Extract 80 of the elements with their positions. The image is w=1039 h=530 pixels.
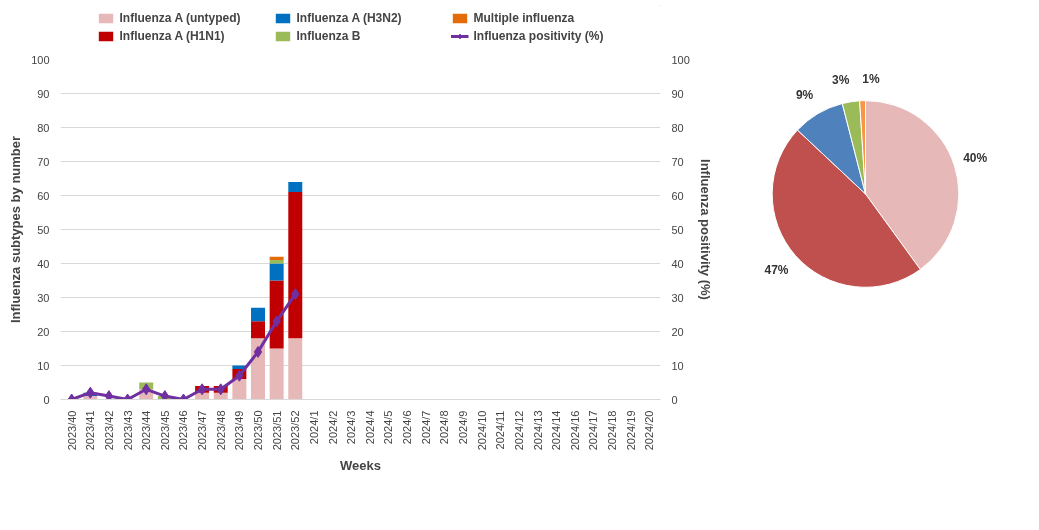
legend-label: Influenza A (H3N2) — [296, 11, 403, 25]
x-tick-label: 2023/42 — [102, 410, 115, 451]
y-axis-title: Influenza subtypes by number — [8, 135, 24, 324]
data-label: 40% — [963, 151, 988, 166]
bar — [288, 338, 303, 400]
y-tick-label: 40 — [37, 257, 50, 270]
x-tick-label: 2023/40 — [65, 410, 78, 451]
bar — [251, 321, 265, 339]
x-tick-label: 2023/49 — [233, 410, 246, 451]
legend-label: Multiple influenza — [473, 11, 576, 25]
x-tick-label: 2024/9 — [456, 410, 469, 445]
bar — [269, 260, 284, 264]
bar — [288, 192, 303, 339]
y2-tick-label: 70 — [671, 155, 684, 168]
y2-tick-label: 20 — [671, 325, 684, 338]
x-tick-label: 2024/19 — [624, 410, 637, 451]
x-tick-label: 2023/41 — [84, 410, 97, 451]
x-tick-label: 2024/17 — [587, 410, 600, 451]
legend-label: Influenza A (untyped) — [119, 11, 242, 25]
y-tick-label: 10 — [37, 359, 50, 372]
x-tick-label: 2024/11 — [494, 410, 507, 450]
x-tick-label: 2024/16 — [568, 410, 581, 451]
x-tick-label: 2023/46 — [177, 410, 190, 451]
x-tick-label: 2023/50 — [252, 410, 265, 451]
legend-label: Influenza positivity (%) — [473, 29, 605, 43]
x-tick-label: 2023/52 — [289, 410, 302, 451]
x-tick-label: 2024/18 — [606, 410, 619, 451]
bar — [269, 263, 284, 281]
y2-tick-label: 0 — [671, 393, 678, 406]
point — [104, 390, 114, 400]
x-tick-label: 2023/48 — [214, 410, 227, 451]
x-tick-label: 2023/45 — [158, 410, 171, 451]
x-tick-label: 2024/12 — [512, 410, 525, 451]
y-tick-label: 80 — [37, 121, 50, 134]
legend-label: Influenza A (H1N1) — [119, 29, 226, 43]
x-tick-label: 2023/51 — [270, 410, 283, 451]
y2-tick-label: 40 — [671, 257, 684, 270]
x-tick-label: 2024/6 — [401, 410, 414, 445]
y2-tick-label: 30 — [671, 291, 684, 304]
x-tick-label: 2024/1 — [307, 410, 320, 445]
legend-label: Influenza B — [296, 29, 362, 43]
x-tick-label: 2024/10 — [475, 410, 488, 451]
bar — [251, 307, 265, 322]
y-tick-label: 100 — [31, 53, 50, 66]
y-tick-label: 70 — [37, 155, 50, 168]
x-tick-label: 2024/2 — [326, 410, 339, 445]
data-label: 47% — [764, 262, 789, 277]
x-axis-title: Weeks — [340, 458, 381, 474]
y2-tick-label: 60 — [671, 189, 684, 202]
y-tick-label: 30 — [37, 291, 50, 304]
x-tick-label: 2024/14 — [550, 410, 563, 451]
x-tick-label: 2023/47 — [196, 410, 209, 451]
y2-tick-label: 10 — [671, 359, 684, 372]
bar — [232, 379, 247, 400]
x-tick-label: 2024/5 — [382, 410, 395, 445]
x-tick-label: 2024/4 — [363, 410, 376, 445]
y2-tick-label: 100 — [671, 53, 690, 66]
x-tick-label: 2024/8 — [438, 410, 451, 445]
x-tick-label: 2024/20 — [643, 410, 656, 451]
y-tick-label: 90 — [37, 87, 50, 100]
y-tick-label: 20 — [37, 325, 50, 338]
y2-axis-title: Influenza positivity (%) — [697, 159, 713, 300]
point — [160, 390, 170, 400]
data-label: 3% — [832, 73, 850, 88]
x-tick-label: 2023/44 — [140, 410, 153, 451]
x-tick-label: 2023/43 — [121, 410, 134, 451]
data-label: 9% — [795, 88, 814, 103]
y2-tick-label: 80 — [671, 121, 684, 134]
bar — [288, 181, 303, 193]
bar — [269, 348, 284, 400]
y2-tick-label: 50 — [671, 223, 684, 236]
y-tick-label: 0 — [43, 393, 50, 406]
y-tick-label: 60 — [37, 189, 50, 202]
data-label: 1% — [862, 72, 880, 87]
point — [253, 345, 263, 358]
y-tick-label: 50 — [37, 223, 50, 236]
x-tick-label: 2024/3 — [345, 410, 358, 445]
x-tick-label: 2024/7 — [419, 410, 432, 445]
y2-tick-label: 90 — [671, 87, 684, 100]
x-tick-label: 2024/13 — [531, 410, 544, 451]
